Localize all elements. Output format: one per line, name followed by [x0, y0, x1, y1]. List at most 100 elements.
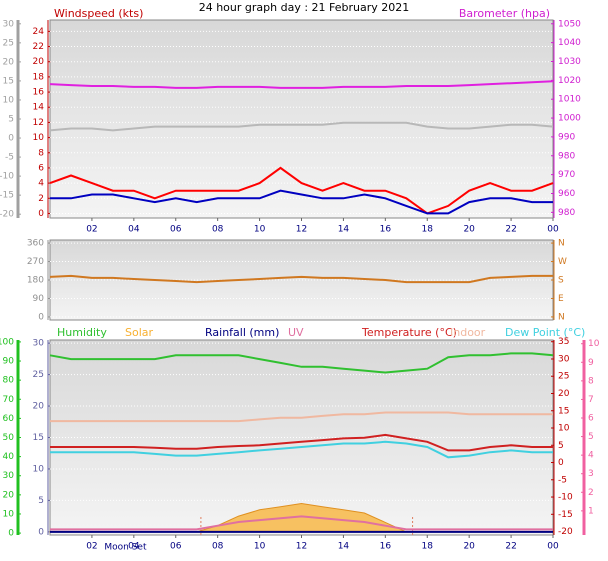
- legend-label: Solar: [125, 326, 154, 339]
- y2-tick-label: 980: [558, 151, 575, 161]
- x-tick-label: 08: [212, 542, 224, 552]
- y4-tick-label: 2: [588, 488, 594, 498]
- x-tick-label: 22: [505, 225, 516, 235]
- y-tick-label: 90: [33, 294, 45, 304]
- y3-tick-label: -5: [5, 153, 14, 163]
- y3-tick-label: 30: [3, 471, 15, 481]
- y3-tick-label: 100: [0, 337, 14, 347]
- x-tick-label: 04: [128, 542, 140, 552]
- y-tick-label: 15: [33, 433, 44, 443]
- y3-tick-label: 20: [3, 57, 15, 67]
- y4-tick-label: 6: [588, 414, 594, 424]
- series-line: [49, 121, 554, 132]
- y4-tick-label: 4: [588, 451, 594, 461]
- y2-tick-label: 5: [558, 441, 564, 451]
- series-line: [50, 440, 553, 459]
- y-tick-label: 360: [27, 239, 44, 249]
- y2-tick-label: 1030: [558, 57, 581, 67]
- x-tick-label: 02: [86, 225, 97, 235]
- y-tick-label: 2: [38, 194, 44, 204]
- x-tick-label: 16: [380, 542, 392, 552]
- y2-axis-label: Barometer (hpa): [459, 7, 550, 20]
- x-tick-label: 04: [128, 225, 140, 235]
- y2-tick-label: W: [558, 257, 567, 267]
- y2-tick-label: 1040: [558, 38, 581, 48]
- y3-tick-label: 10: [3, 95, 15, 105]
- y3-tick-label: 15: [3, 76, 14, 86]
- y3-tick-label: 80: [3, 376, 15, 386]
- y-tick-label: 0: [38, 209, 44, 219]
- y2-tick-label: 990: [558, 132, 575, 142]
- x-tick-label: 00: [547, 542, 559, 552]
- y2-tick-label: -5: [558, 475, 567, 485]
- x-tick-label: 20: [463, 542, 475, 552]
- y3-tick-label: 70: [3, 395, 15, 405]
- y-tick-label: 0: [38, 527, 44, 537]
- series-line: [50, 433, 553, 452]
- x-tick-label: 20: [463, 225, 475, 235]
- y-tick-label: 16: [33, 88, 45, 98]
- legend-label: Temperature (°C): [361, 326, 457, 339]
- y4-tick-label: 5: [588, 432, 594, 442]
- y3-tick-label: 5: [8, 115, 14, 125]
- y3-tick-label: 40: [3, 452, 15, 462]
- y2-tick-label: 25: [558, 372, 569, 382]
- y2-tick-label: E: [558, 294, 564, 304]
- y3-tick-label: 20: [3, 490, 15, 500]
- y-tick-label: 18: [33, 72, 45, 82]
- legend-label: Humidity: [57, 326, 107, 339]
- y2-tick-label: -10: [558, 493, 573, 503]
- legend-label: UV: [288, 326, 304, 339]
- y-tick-label: 0: [38, 312, 44, 322]
- y2-tick-label: 15: [558, 406, 569, 416]
- y2-tick-label: 960: [558, 189, 575, 199]
- y2-tick-label: 1050: [558, 19, 581, 29]
- y2-tick-label: -15: [558, 510, 573, 520]
- annotation: Moon Set: [104, 543, 147, 553]
- y-tick-label: 25: [33, 370, 44, 380]
- y-tick-label: 4: [38, 179, 44, 189]
- x-tick-label: 10: [254, 542, 266, 552]
- x-tick-label: 10: [254, 225, 266, 235]
- y3-tick-label: 90: [3, 357, 15, 367]
- y2-tick-label: 35: [558, 337, 569, 347]
- y-tick-label: 12: [33, 118, 44, 128]
- y3-tick-label: -10: [0, 172, 14, 182]
- y2-tick-label: 980: [558, 208, 575, 218]
- y-tick-label: 8: [38, 148, 44, 158]
- x-tick-label: 14: [338, 225, 350, 235]
- x-tick-label: 08: [212, 225, 224, 235]
- legend-label: Rainfall (mm): [205, 326, 279, 339]
- x-tick-label: 06: [170, 542, 182, 552]
- y2-tick-label: 1000: [558, 114, 581, 124]
- y2-tick-label: N: [558, 239, 565, 249]
- y4-tick-label: 8: [588, 376, 594, 386]
- y-tick-label: 5: [38, 496, 44, 506]
- y2-tick-label: 30: [558, 354, 570, 364]
- x-tick-label: 16: [380, 225, 392, 235]
- y2-tick-label: 0: [558, 458, 564, 468]
- y3-tick-label: 25: [3, 38, 14, 48]
- y-tick-label: 6: [38, 163, 44, 173]
- y-tick-label: 20: [33, 57, 45, 67]
- series-line: [49, 166, 554, 215]
- y-tick-label: 10: [33, 464, 45, 474]
- y4-tick-label: 1: [588, 506, 594, 516]
- x-tick-label: 06: [170, 225, 182, 235]
- y3-tick-label: 30: [3, 19, 15, 29]
- y3-tick-label: 60: [3, 414, 15, 424]
- series-line: [50, 411, 553, 423]
- x-tick-label: 12: [296, 225, 307, 235]
- y-tick-label: 22: [33, 42, 44, 52]
- series-line: [50, 515, 553, 531]
- y-tick-label: 14: [33, 103, 45, 113]
- chart-title: 24 hour graph day : 21 February 2021: [199, 1, 410, 14]
- y2-tick-label: 970: [558, 170, 575, 180]
- y2-tick-label: 1020: [558, 76, 581, 86]
- y-tick-label: 24: [33, 27, 45, 37]
- series-line: [50, 189, 553, 215]
- y-tick-label: 10: [33, 133, 45, 143]
- legend-label: Dew Point (°C): [505, 326, 585, 339]
- x-tick-label: 14: [338, 542, 350, 552]
